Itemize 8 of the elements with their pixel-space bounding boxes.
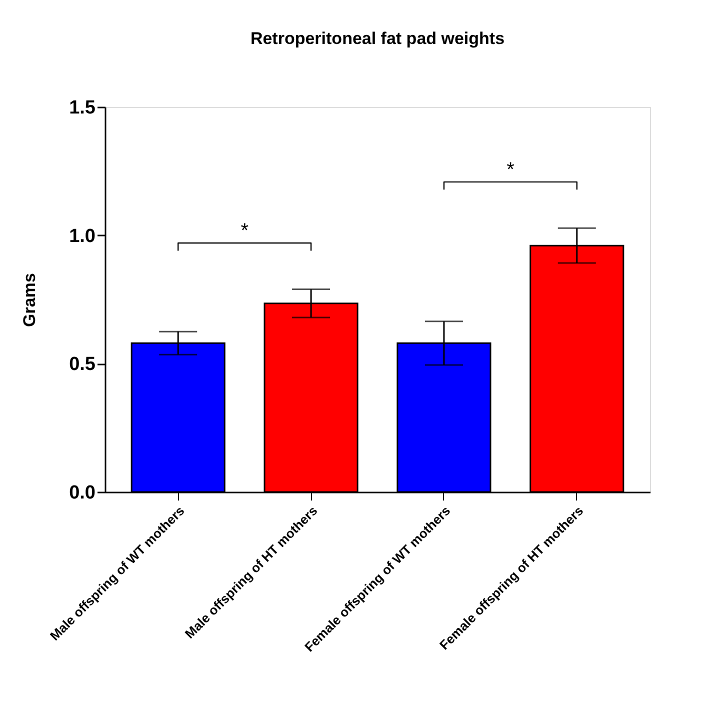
y-axis-title: Grams — [20, 273, 40, 327]
y-tick-label: 1.0 — [69, 226, 96, 247]
y-tick-label: 0.5 — [69, 354, 96, 376]
annotation: * — [506, 158, 515, 181]
chart-title: Retroperitoneal fat pad weights — [250, 29, 505, 48]
y-tick-label: 0.0 — [69, 482, 96, 504]
annotation: * — [240, 220, 249, 242]
y-tick-label: 1.5 — [69, 98, 96, 118]
